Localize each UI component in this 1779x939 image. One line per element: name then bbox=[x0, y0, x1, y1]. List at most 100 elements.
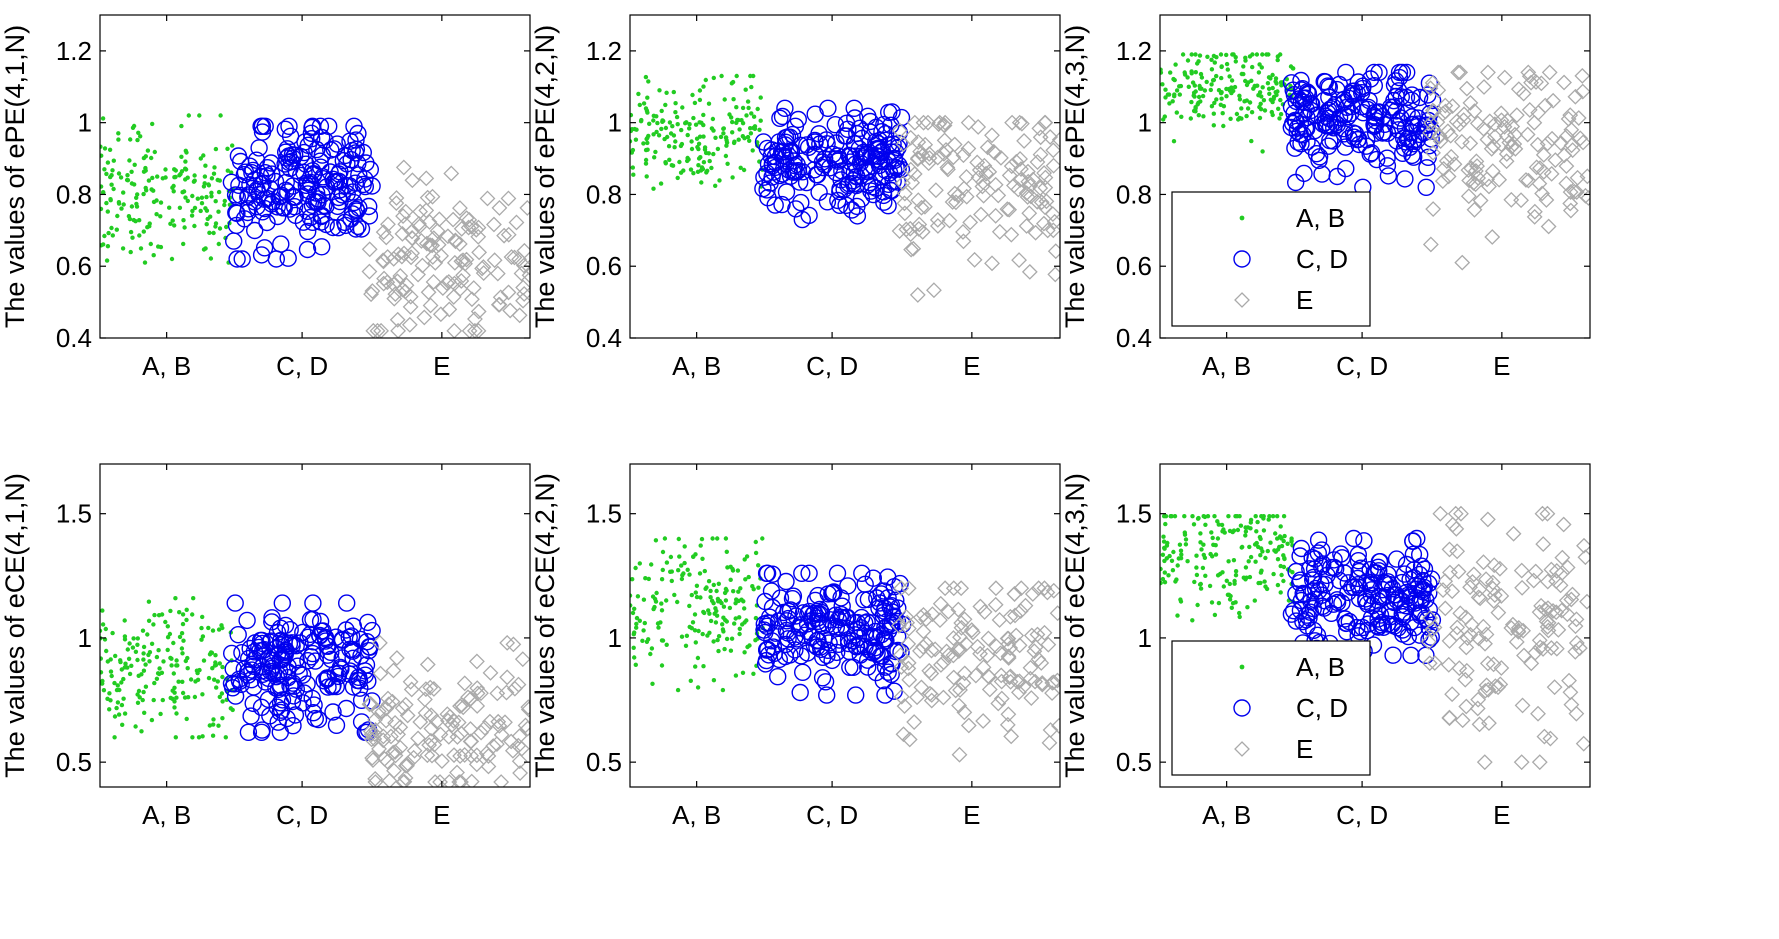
data-point bbox=[936, 132, 953, 149]
data-point bbox=[734, 73, 739, 79]
data-point bbox=[418, 235, 435, 252]
data-points bbox=[630, 536, 1060, 763]
data-point bbox=[746, 574, 751, 580]
data-point bbox=[222, 644, 241, 663]
data-point bbox=[500, 284, 517, 301]
axes-frame bbox=[629, 463, 1061, 788]
data-point bbox=[396, 245, 412, 262]
data-point bbox=[322, 141, 340, 159]
data-point bbox=[1022, 177, 1039, 194]
data-point bbox=[1514, 697, 1531, 714]
data-point bbox=[1513, 192, 1529, 209]
data-point bbox=[637, 618, 642, 623]
data-point bbox=[634, 625, 639, 630]
data-point bbox=[1540, 622, 1557, 639]
series-e bbox=[361, 159, 530, 338]
data-point bbox=[303, 689, 321, 708]
data-point bbox=[112, 714, 118, 719]
data-point bbox=[461, 211, 478, 228]
data-point bbox=[222, 173, 241, 192]
data-point bbox=[378, 229, 395, 246]
data-point bbox=[1220, 111, 1225, 116]
data-point bbox=[1277, 544, 1282, 550]
data-point bbox=[979, 647, 996, 664]
data-point bbox=[643, 576, 648, 581]
data-point bbox=[1210, 78, 1216, 83]
data-point bbox=[1379, 565, 1397, 584]
data-point bbox=[190, 193, 195, 199]
data-point bbox=[882, 654, 900, 672]
data-point bbox=[1214, 97, 1219, 102]
data-point bbox=[129, 169, 134, 174]
data-point bbox=[1465, 566, 1482, 583]
data-point bbox=[975, 187, 992, 204]
data-point bbox=[209, 194, 214, 199]
data-point bbox=[320, 117, 338, 136]
data-point bbox=[1199, 86, 1204, 91]
data-point bbox=[696, 141, 702, 146]
y-tick-label: 1 bbox=[78, 108, 92, 138]
data-point bbox=[682, 544, 687, 549]
data-point bbox=[1425, 201, 1442, 217]
data-point bbox=[1313, 165, 1331, 183]
data-point bbox=[649, 562, 654, 567]
data-point bbox=[491, 717, 508, 734]
data-point bbox=[171, 671, 176, 676]
data-point bbox=[871, 594, 889, 612]
data-point bbox=[397, 770, 414, 786]
data-point bbox=[743, 87, 748, 92]
y-tick-label: 1.5 bbox=[1116, 499, 1152, 529]
data-point bbox=[109, 182, 114, 187]
data-point bbox=[1367, 112, 1385, 130]
data-point bbox=[199, 195, 205, 200]
data-point bbox=[504, 742, 521, 759]
data-point bbox=[152, 149, 157, 155]
data-point bbox=[1260, 52, 1265, 57]
data-point bbox=[1260, 85, 1265, 90]
data-point bbox=[1221, 584, 1227, 589]
data-point bbox=[147, 221, 152, 226]
data-point bbox=[261, 662, 280, 681]
data-point bbox=[294, 623, 312, 642]
data-point bbox=[1218, 102, 1224, 108]
data-point bbox=[130, 645, 136, 650]
data-point bbox=[757, 127, 762, 132]
data-point bbox=[446, 322, 463, 338]
data-point bbox=[1531, 604, 1548, 621]
data-point bbox=[511, 307, 528, 324]
data-point bbox=[1266, 517, 1271, 522]
data-point bbox=[1254, 540, 1259, 546]
data-point bbox=[698, 595, 703, 600]
data-point bbox=[209, 190, 214, 195]
data-point bbox=[1292, 134, 1310, 153]
data-point bbox=[633, 565, 638, 571]
data-point bbox=[721, 126, 726, 131]
data-point bbox=[1441, 710, 1458, 727]
data-point bbox=[281, 621, 299, 639]
data-point bbox=[154, 212, 159, 217]
data-point bbox=[413, 232, 430, 249]
data-point bbox=[1562, 107, 1579, 124]
data-point bbox=[253, 117, 272, 136]
data-point bbox=[388, 195, 405, 212]
data-point bbox=[728, 577, 733, 582]
data-point bbox=[455, 252, 471, 269]
data-point bbox=[1452, 605, 1469, 622]
data-point bbox=[1487, 678, 1504, 695]
data-point bbox=[1258, 101, 1263, 107]
data-point bbox=[1470, 630, 1487, 647]
data-point bbox=[516, 242, 530, 259]
data-point bbox=[690, 92, 695, 98]
data-point bbox=[708, 588, 713, 594]
axes-frame bbox=[1159, 14, 1591, 339]
data-point bbox=[653, 599, 659, 604]
data-point bbox=[940, 603, 957, 620]
data-point bbox=[732, 621, 737, 626]
data-point bbox=[401, 316, 418, 333]
data-point bbox=[1394, 625, 1412, 643]
legend-label: C, D bbox=[1296, 693, 1348, 723]
data-point bbox=[402, 288, 419, 305]
data-point bbox=[1247, 544, 1252, 550]
data-point bbox=[678, 143, 684, 149]
